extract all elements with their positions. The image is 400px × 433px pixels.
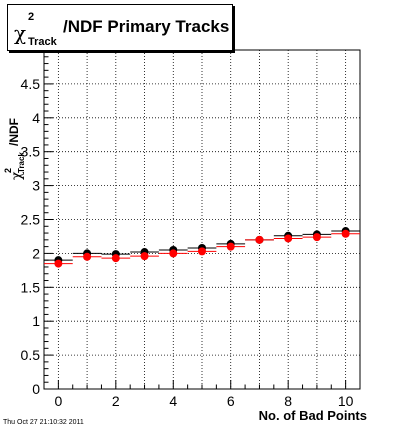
- x-axis-label: No. of Bad Points: [258, 408, 367, 423]
- ylabel-superscript: 2: [3, 167, 13, 173]
- data-point: [226, 242, 235, 251]
- ylabel-subscript: Track: [17, 152, 26, 173]
- data-point: [111, 254, 120, 263]
- timestamp-footer: Thu Oct 27 21:10:32 2011: [3, 419, 84, 426]
- data-layer: [44, 227, 360, 268]
- y-tick-label: 2.5: [21, 212, 41, 228]
- x-tick-label: 0: [54, 393, 62, 409]
- data-point: [140, 252, 149, 261]
- x-tick-label: 2: [112, 393, 120, 409]
- x-tick-label: 4: [169, 393, 177, 409]
- y-tick-label: 1.5: [21, 279, 41, 295]
- data-point: [169, 249, 178, 258]
- series-black: [44, 227, 360, 265]
- title-chi-symbol: χ: [14, 21, 27, 45]
- y-tick-label: 2: [32, 245, 40, 261]
- data-point: [312, 233, 321, 242]
- y-tick-label: 0: [32, 381, 40, 397]
- y-tick-label: 0.5: [21, 347, 41, 363]
- y-tick-label: 3: [32, 178, 40, 194]
- y-tick-label: 4: [32, 110, 40, 126]
- axis-ticks: 0 0.5 1 1.5 2 2.5 3 3.5 4 4.5 0 2 4 6 8 10: [21, 49, 361, 409]
- x-tick-label: 6: [227, 393, 235, 409]
- y-tick-label: 3.5: [21, 144, 41, 160]
- series-red: [44, 229, 360, 268]
- y-tick-label: 1: [32, 313, 40, 329]
- y-axis-label: χ 2 Track /NDF: [3, 118, 27, 180]
- data-point: [255, 235, 264, 244]
- y-tick-label: 4.5: [21, 76, 41, 92]
- data-point: [83, 252, 92, 261]
- chart-title-box: χ 2 Track /NDF Primary Tracks: [7, 4, 233, 51]
- x-tick-label: 10: [338, 393, 354, 409]
- ylabel-text: /NDF: [7, 118, 21, 146]
- data-point: [54, 259, 63, 268]
- data-point: [284, 234, 293, 243]
- grid-layer: [44, 50, 360, 389]
- data-point: [198, 247, 206, 256]
- title-subscript: Track: [28, 36, 57, 48]
- x-tick-label: 8: [284, 393, 292, 409]
- chart-title: /NDF Primary Tracks: [63, 17, 230, 36]
- data-point: [341, 229, 350, 238]
- title-superscript: 2: [28, 11, 35, 23]
